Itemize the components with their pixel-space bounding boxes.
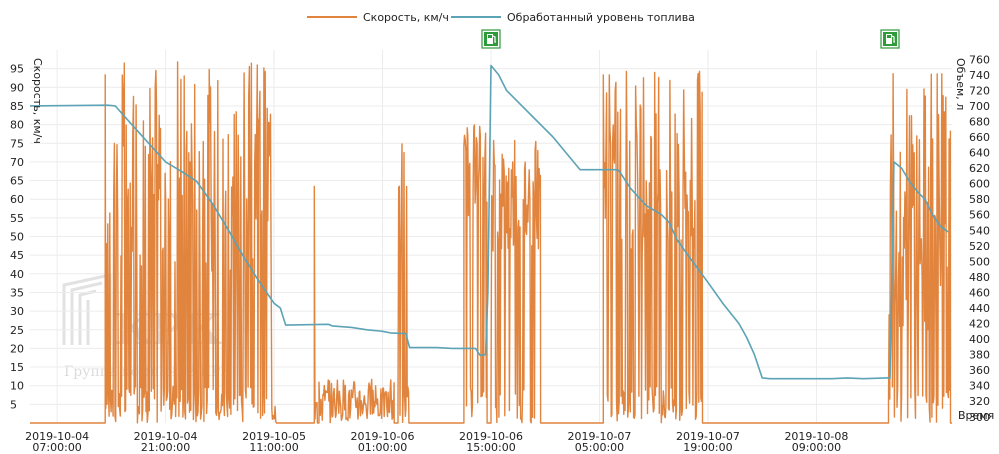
left-tick-label: 85: [10, 100, 24, 113]
x-tick-time: 07:00:00: [32, 441, 81, 454]
refuel-markers: [481, 29, 900, 49]
right-tick-label: 560: [969, 209, 990, 222]
fuel-pump-icon-window: [488, 35, 492, 38]
right-tick-label: 760: [969, 53, 990, 66]
x-tick-date: 2019-10-08: [784, 430, 848, 443]
x-tick-time: 11:00:00: [249, 441, 298, 454]
right-tick-label: 360: [969, 364, 990, 377]
left-tick-label: 40: [10, 268, 24, 281]
right-tick-label: 340: [969, 380, 990, 393]
right-axis-title: Объем, л: [954, 58, 967, 110]
left-tick-label: 65: [10, 175, 24, 188]
legend-item-fuel[interactable]: Обработанный уровень топлива: [451, 11, 695, 24]
x-tick-time: 09:00:00: [792, 441, 841, 454]
right-tick-label: 320: [969, 395, 990, 408]
legend-label-fuel: Обработанный уровень топлива: [507, 11, 695, 24]
x-tick-date: 2019-10-04: [25, 430, 89, 443]
speed-line: [30, 61, 952, 424]
x-tick-time: 05:00:00: [575, 441, 624, 454]
left-tick-label: 60: [10, 193, 24, 206]
left-tick-label: 95: [10, 63, 24, 76]
left-tick-label: 90: [10, 81, 24, 94]
right-tick-label: 480: [969, 271, 990, 284]
left-tick-label: 30: [10, 305, 24, 318]
left-axis-title: Скорость, км/ч: [31, 58, 44, 144]
fuel-pump-icon-window: [887, 35, 892, 38]
fuel-pump-icon-hose: [891, 35, 896, 43]
right-tick-label: 740: [969, 69, 990, 82]
right-tick-label: 380: [969, 349, 990, 362]
left-tick-label: 35: [10, 286, 24, 299]
fuel-pump-icon-body: [886, 34, 893, 44]
watermark-logo-mark: [62, 273, 112, 345]
right-tick-label: 440: [969, 302, 990, 315]
right-axis-ticks: 300 320 340 360 380 400 420 440 460 480 500 520 540 5…: [969, 53, 990, 423]
left-tick-label: 55: [10, 212, 24, 225]
fuel-line: [29, 64, 949, 380]
right-tick-label: 500: [969, 255, 990, 268]
x-tick-date: 2019-10-04: [134, 430, 198, 443]
right-tick-label: 460: [969, 286, 990, 299]
legend-item-speed[interactable]: Скорость, км/ч: [307, 11, 449, 24]
fuel-series: [29, 64, 949, 380]
left-tick-label: 70: [10, 156, 24, 169]
right-tick-label: 420: [969, 318, 990, 331]
left-tick-label: 75: [10, 137, 24, 150]
x-axis-title: Время: [958, 409, 994, 422]
x-tick-time: 19:00:00: [683, 441, 732, 454]
left-tick-label: 45: [10, 249, 24, 262]
x-tick-date: 2019-10-06: [459, 430, 523, 443]
x-tick-time: 15:00:00: [466, 441, 515, 454]
right-tick-label: 680: [969, 115, 990, 128]
x-tick-date: 2019-10-05: [242, 430, 306, 443]
left-tick-label: 5: [10, 398, 17, 411]
x-tick-date: 2019-10-07: [568, 430, 632, 443]
right-tick-label: 720: [969, 84, 990, 97]
left-tick-label: 25: [10, 324, 24, 337]
left-tick-label: 15: [10, 361, 24, 374]
left-axis-ticks: 5 10 15 20 25 30 35 40 45 50 55 60 65 70 75 80 85 90 95: [10, 63, 24, 412]
left-tick-label: 20: [10, 342, 24, 355]
x-tick-time: 01:00:00: [358, 441, 407, 454]
right-tick-label: 600: [969, 178, 990, 191]
right-tick-label: 300: [969, 411, 990, 424]
x-tick-date: 2019-10-06: [351, 430, 415, 443]
right-tick-label: 520: [969, 240, 990, 253]
x-axis-ticks: 2019-10-0407:00:002019-10-0421:00:002019…: [25, 430, 848, 454]
right-tick-label: 400: [969, 333, 990, 346]
x-tick-time: 21:00:00: [141, 441, 190, 454]
x-tick-date: 2019-10-07: [676, 430, 740, 443]
right-tick-label: 620: [969, 162, 990, 175]
speed-series: [30, 61, 952, 424]
fuel-pump-icon-body: [487, 34, 493, 44]
left-tick-label: 50: [10, 231, 24, 244]
left-tick-label: 80: [10, 119, 24, 132]
right-tick-label: 540: [969, 224, 990, 237]
right-tick-label: 640: [969, 147, 990, 160]
right-tick-label: 700: [969, 100, 990, 113]
left-tick-label: 10: [10, 380, 24, 393]
right-tick-label: 660: [969, 131, 990, 144]
legend-label-speed: Скорость, км/ч: [363, 11, 449, 24]
legend: Скорость, км/ч Обработанный уровень топл…: [307, 11, 695, 24]
fuel-pump-icon-hose: [492, 35, 496, 43]
right-tick-label: 580: [969, 193, 990, 206]
fuel-pump-icon: [481, 29, 501, 49]
fuel-pump-icon: [880, 29, 900, 49]
